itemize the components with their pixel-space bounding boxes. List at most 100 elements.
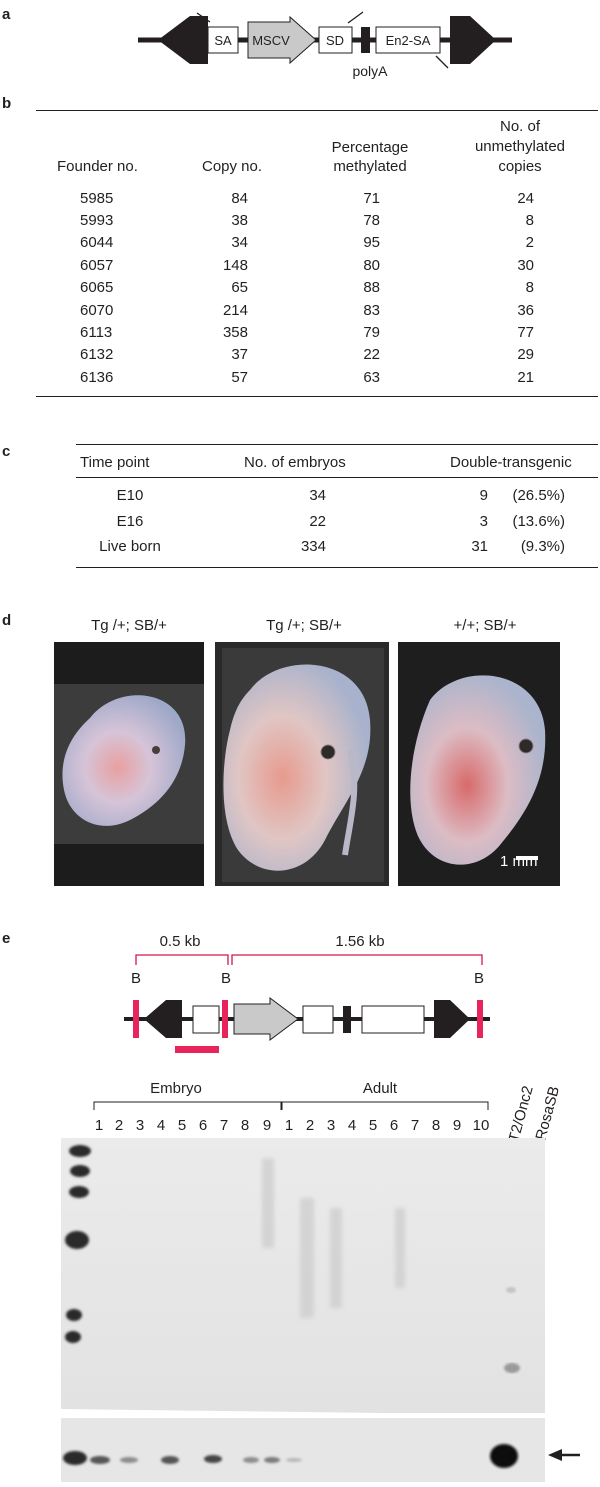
control-lane-rosasb: RosaSB	[532, 1084, 563, 1142]
adult-lane-number: 7	[411, 1117, 419, 1134]
cell-founder: 5993	[80, 212, 114, 229]
embryo-lane-number: 2	[115, 1117, 123, 1134]
header-no-of-embryos: No. of embryos	[244, 454, 346, 471]
bamhi-site-1	[133, 1000, 139, 1038]
cell-founder: 6113	[80, 324, 113, 341]
site-b-2: B	[221, 970, 231, 987]
adult-lane-number: 10	[473, 1117, 490, 1134]
photo-label-3: +/+; SB/+	[453, 617, 517, 634]
cell-time-point: E16	[116, 513, 144, 530]
adult-lane-number: 4	[348, 1117, 356, 1134]
header-unmethylated: unmethylated	[474, 138, 566, 155]
header-no-of: No. of	[499, 118, 541, 135]
cell-copy: 148	[222, 257, 248, 274]
site-b-3: B	[474, 970, 484, 987]
control-lane-t2-onc2: T2/Onc2	[505, 1084, 536, 1144]
adult-lane-number: 2	[306, 1117, 314, 1134]
cell-copy: 84	[231, 190, 248, 207]
photo-label-1: Tg /+; SB/+	[91, 617, 167, 634]
cell-no-embryos: 34	[309, 487, 326, 504]
cell-pct-methylated: 22	[363, 346, 380, 363]
table-c-bottom-rule	[76, 567, 598, 568]
element-en2-sa: En2-SA	[386, 33, 431, 48]
cell-double-transgenic-pct: (9.3%)	[520, 538, 565, 555]
cell-pct-methylated: 71	[363, 190, 380, 207]
cell-founder: 6057	[80, 257, 114, 274]
group-adult-label: Adult	[363, 1080, 398, 1097]
embryo-lane-number: 3	[136, 1117, 144, 1134]
site-b-1: B	[131, 970, 141, 987]
element-sd: SD	[326, 33, 344, 48]
panel-c-label: c	[2, 443, 11, 460]
embryo-lane-number: 8	[241, 1117, 249, 1134]
cell-copy: 57	[231, 369, 248, 386]
polya-label: polyA	[352, 63, 388, 79]
panel-e-label: e	[2, 930, 11, 947]
cell-unmethylated-copies: 8	[525, 212, 534, 229]
header-copy: Copy no.	[202, 158, 263, 175]
table-b-top-rule	[36, 110, 598, 111]
adult-lane-number: 1	[285, 1117, 293, 1134]
embryo-lane-number: 7	[220, 1117, 228, 1134]
adult-lane-number: 6	[390, 1117, 398, 1134]
cell-copy: 34	[231, 234, 248, 251]
embryo-lane-number: 5	[178, 1117, 186, 1134]
embryo-photographs	[54, 642, 560, 886]
band-t2-onc2-lower	[490, 1444, 518, 1468]
table-b-bottom-rule	[36, 396, 598, 397]
bamhi-site-2	[222, 1000, 228, 1038]
cell-pct-methylated: 88	[363, 279, 380, 296]
cell-unmethylated-copies: 77	[517, 324, 534, 341]
cell-pct-methylated: 63	[363, 369, 380, 386]
fragment-2-label: 1.56 kb	[335, 933, 384, 950]
cell-unmethylated-copies: 8	[525, 279, 534, 296]
embryo-lane-number: 9	[263, 1117, 271, 1134]
cell-double-transgenic-count: 9	[479, 487, 488, 504]
cell-founder: 6132	[80, 346, 114, 363]
element-sa: SA	[214, 33, 232, 48]
header-percentage: Percentage	[331, 139, 409, 156]
marker-ladder	[65, 1145, 91, 1343]
photo-label-2: Tg /+; SB/+	[266, 617, 342, 634]
scale-bar-label: 1 mm	[500, 853, 538, 870]
band-arrow-icon	[548, 1449, 562, 1461]
adult-lane-number: 8	[432, 1117, 440, 1134]
mscv-arrow-icon-2	[233, 997, 299, 1041]
cell-no-embryos: 334	[300, 538, 326, 555]
cell-copy: 65	[231, 279, 248, 296]
cell-double-transgenic-count: 31	[471, 538, 488, 555]
table-c-header-rule	[76, 477, 598, 478]
embryo-lane-number: 4	[157, 1117, 165, 1134]
cell-unmethylated-copies: 29	[517, 346, 534, 363]
panel-d-label: d	[2, 612, 12, 629]
band-t2-onc2-upper	[504, 1363, 520, 1373]
adult-lane-numbers: 1 2 3 4 5 6 7 8 9 10	[285, 1117, 490, 1134]
cell-copy: 358	[222, 324, 248, 341]
cell-no-embryos: 22	[309, 513, 326, 530]
cell-unmethylated-copies: 24	[517, 190, 534, 207]
probe-bar	[175, 1046, 219, 1053]
restriction-map-diagram: 0.5 kb 1.56 kb B B B	[124, 933, 490, 1053]
cell-unmethylated-copies: 36	[517, 302, 534, 319]
cell-founder: 6065	[80, 279, 114, 296]
right-ir-arrow-icon	[470, 16, 496, 64]
header-copies: copies	[498, 158, 542, 175]
header-methylated: methylated	[333, 158, 407, 175]
element-mscv: MSCV	[252, 33, 290, 48]
cell-founder: 6070	[80, 302, 114, 319]
cell-pct-methylated: 79	[363, 324, 380, 341]
cell-copy: 38	[231, 212, 248, 229]
cell-unmethylated-copies: 2	[525, 234, 534, 251]
cell-time-point: E10	[116, 487, 144, 504]
adult-lane-number: 9	[453, 1117, 461, 1134]
cell-double-transgenic-pct: (26.5%)	[512, 487, 565, 504]
adult-lane-number: 5	[369, 1117, 377, 1134]
cell-founder: 6044	[80, 234, 114, 251]
panel-b-label: b	[2, 95, 12, 112]
cell-pct-methylated: 83	[363, 302, 380, 319]
cell-unmethylated-copies: 30	[517, 257, 534, 274]
cell-pct-methylated: 80	[363, 257, 380, 274]
fragment-1-label: 0.5 kb	[160, 933, 201, 950]
header-double-transgenic: Double-transgenic	[450, 454, 572, 471]
right-ir-arrow-icon-2	[450, 1000, 470, 1038]
